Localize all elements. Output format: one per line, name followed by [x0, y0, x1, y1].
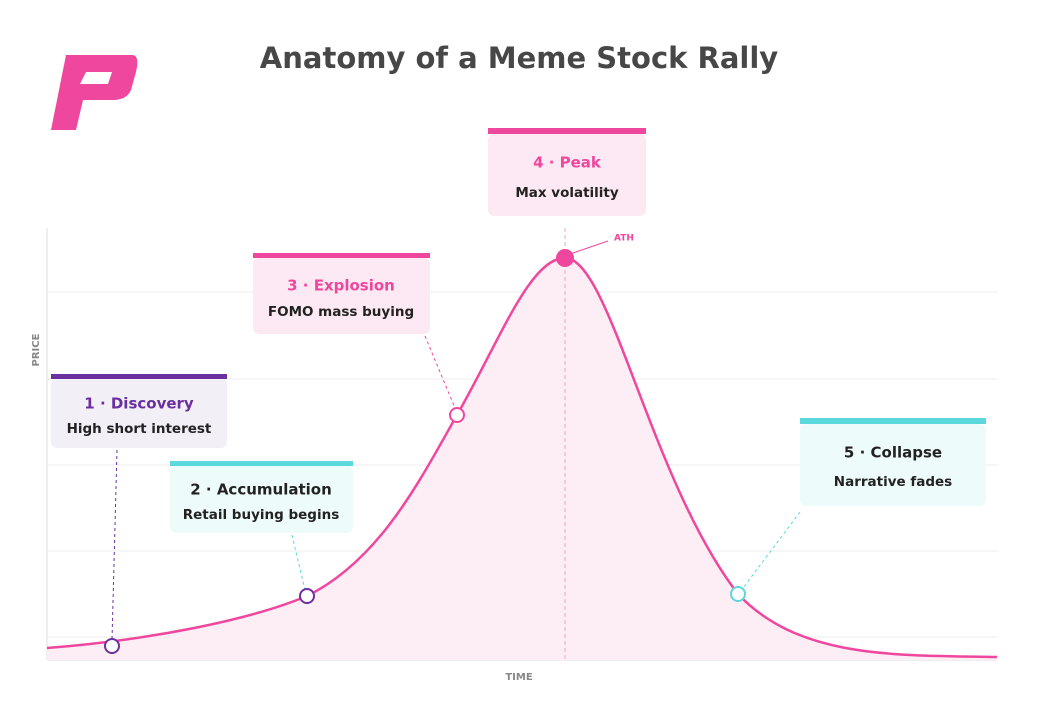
leaders: [111, 240, 801, 641]
stage-subtitle: Retail buying begins: [183, 507, 340, 523]
logo: [51, 55, 138, 130]
peak-label: ATH: [614, 234, 634, 244]
stage-title: 1 · Discovery: [84, 395, 194, 413]
stage-5: 5 · Collapse Narrative fades: [800, 418, 986, 506]
stage-subtitle: High short interest: [67, 421, 212, 437]
stage-subtitle: Narrative fades: [834, 474, 952, 490]
x-axis-label: TIME: [505, 672, 532, 683]
points: [104, 249, 746, 654]
curve-area: [47, 258, 997, 660]
stage-title: 5 · Collapse: [844, 444, 942, 462]
stage-subtitle: Max volatility: [515, 185, 619, 201]
y-axis-label: PRICE: [31, 333, 42, 366]
stage-2: 2 · Accumulation Retail buying begins: [170, 461, 353, 533]
stage-title: 4 · Peak: [533, 154, 602, 172]
chart-title: Anatomy of a Meme Stock Rally: [260, 41, 778, 75]
stage-title: 2 · Accumulation: [190, 481, 332, 499]
curve: [46, 256, 998, 659]
stage-3: 3 · Explosion FOMO mass buying: [253, 253, 430, 334]
stage-4: 4 · Peak Max volatility: [488, 128, 646, 216]
stage-title: 3 · Explosion: [287, 277, 395, 295]
stage-subtitle: FOMO mass buying: [268, 304, 414, 320]
stage-1: 1 · Discovery High short interest: [51, 374, 227, 448]
